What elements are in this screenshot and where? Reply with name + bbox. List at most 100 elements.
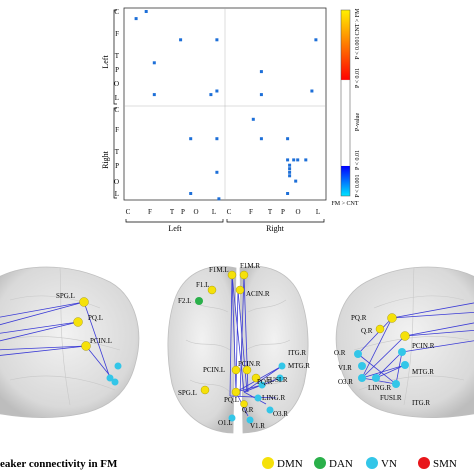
- row-label: L: [115, 190, 119, 198]
- label-f1m-r: F1M.R: [240, 262, 260, 270]
- matrix-cell: [259, 93, 263, 97]
- node-acin-r: [235, 285, 245, 295]
- matrix-cell: [294, 179, 298, 183]
- node-o-r: [354, 350, 362, 358]
- col-label: P: [181, 208, 185, 216]
- colorbar-bottom-segment: [341, 166, 350, 196]
- matrix-cell: [296, 158, 300, 162]
- node-mtg-r-c: [276, 374, 284, 382]
- col-label: L: [212, 208, 216, 216]
- col-label: O: [295, 208, 300, 216]
- matrix-cell: [189, 192, 193, 195]
- legend-label: DMN: [277, 458, 303, 470]
- node-pcin-l-c: [231, 365, 241, 375]
- matrix-cell: [314, 38, 318, 42]
- col-label: F: [148, 208, 152, 216]
- row-label: F: [115, 126, 119, 134]
- matrix-cell: [304, 158, 308, 162]
- matrix-cell: [286, 137, 290, 141]
- legend-swatch: [418, 457, 430, 469]
- row-label: P: [115, 66, 119, 74]
- node-pcin-r: [400, 331, 410, 341]
- legend-swatch: [262, 457, 274, 469]
- label-f1m-l: F1M.L: [209, 266, 229, 274]
- node-pq-l: [73, 317, 83, 327]
- matrix-cell: [215, 170, 219, 174]
- network-legend: DMN DAN VN SMN: [262, 457, 457, 470]
- col-label: O: [193, 208, 198, 216]
- node-pcin-r-c: [242, 365, 252, 375]
- colorbar-bottom-label: FM > CNT: [331, 201, 358, 207]
- label-pcin-r: PCIN.R: [412, 342, 435, 350]
- center-brain-sulci: [185, 299, 291, 393]
- matrix-cell: [286, 192, 290, 195]
- left-brain-outline: [0, 266, 140, 419]
- col-label: L: [316, 208, 320, 216]
- row-label: T: [115, 52, 120, 60]
- label-q-r: Q.R: [361, 327, 373, 335]
- node-o3-r: [358, 374, 366, 382]
- legend-item: SMN: [418, 457, 457, 470]
- row-label: P: [115, 162, 119, 170]
- node-ling-r: [372, 374, 380, 382]
- node-pcin-l: [81, 341, 91, 351]
- legend-swatch: [366, 457, 378, 469]
- node-itg-r: [401, 361, 409, 369]
- node-fusi-r: [392, 380, 400, 388]
- col-label: T: [268, 208, 273, 216]
- colorbar-middle-segment: [340, 79, 351, 167]
- node-left-v2: [114, 362, 122, 370]
- right-col-bracket: [226, 219, 325, 223]
- matrix-cell: [209, 93, 213, 97]
- node-f1m-l: [227, 270, 237, 280]
- label-pq-r: PQ.R: [351, 314, 367, 322]
- matrix-cell: [251, 117, 255, 121]
- legend-label: VN: [381, 458, 397, 470]
- matrix-cell: [215, 89, 219, 93]
- colorbar-tick-3: P < 0.01: [355, 150, 361, 170]
- legend-item: VN: [366, 457, 397, 470]
- label-pq-l-c: PQ.L: [224, 396, 239, 404]
- node-q-r: [375, 324, 385, 334]
- node-ling-r-c: [254, 394, 262, 402]
- label-mtg-r-c: MTG.R: [288, 362, 310, 370]
- pvalue-colorbar: CNT > FM P < 0.001 P < 0.01 P-value P < …: [331, 8, 361, 207]
- label-ling-r-c: LING.R: [262, 394, 285, 402]
- matrix-cell: [152, 61, 156, 65]
- node-fusi-r-c: [258, 381, 266, 389]
- label-pq-l: PQ.L: [88, 314, 103, 322]
- label-spg-l: SPG.L: [56, 292, 75, 300]
- node-vi-r: [358, 362, 366, 370]
- label-o-r: O.R: [334, 349, 346, 357]
- label-itg-r: ITG.R: [412, 399, 430, 407]
- legend-label: DAN: [329, 458, 353, 470]
- legend-item: DAN: [314, 457, 353, 470]
- col-label: F: [249, 208, 253, 216]
- matrix-cell: [134, 17, 138, 21]
- row-label: F: [115, 30, 119, 38]
- col-label: C: [227, 208, 232, 216]
- col-label: T: [170, 208, 175, 216]
- right-brain-outline: [335, 266, 474, 419]
- label-fusi-r-c: FUSI.R: [266, 376, 288, 384]
- row-label: C: [114, 8, 119, 16]
- matrix-cell: [215, 38, 219, 42]
- colorbar-tick-1: P < 0.001: [355, 37, 361, 60]
- node-left-v3: [111, 378, 119, 386]
- label-o1-l-c: O1.L: [218, 419, 233, 427]
- node-q-r-c: [240, 400, 248, 408]
- label-pcin-l-c: PCIN.L: [203, 366, 225, 374]
- label-itg-r-c: ITG.R: [288, 349, 306, 357]
- node-o3-r-c: [266, 406, 274, 414]
- row-label: O: [114, 178, 119, 186]
- label-q-r-c: Q.R: [242, 406, 254, 414]
- colorbar-tick-2: P < 0.01: [355, 68, 361, 88]
- colorbar-mid-label: P-value: [355, 112, 361, 131]
- label-v1-r-c: V1.R: [250, 422, 265, 430]
- node-f1-l: [207, 285, 217, 295]
- colorbar-top-segment: [341, 10, 350, 80]
